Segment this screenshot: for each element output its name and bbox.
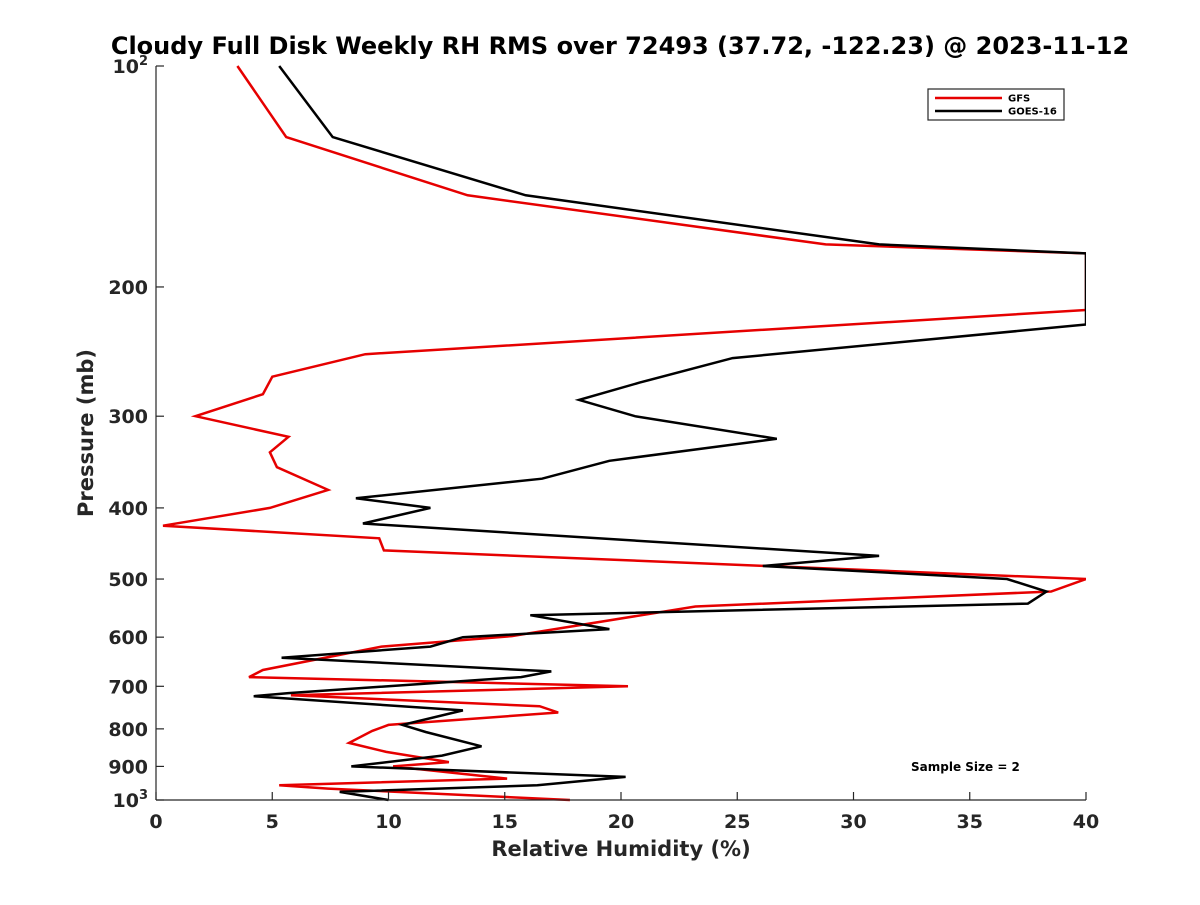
x-tick-label: 40	[1073, 811, 1099, 833]
plot-lines	[162, 65, 1086, 802]
y-tick-label: 200	[108, 277, 148, 299]
legend-label-goes-16: GOES-16	[1008, 107, 1057, 118]
y-tick-label: 700	[108, 676, 148, 698]
y-tick-label: 103	[113, 788, 149, 812]
x-tick-label: 15	[492, 811, 518, 833]
y-axis-ticks: 102 200 300 400 500 600 700 800 900 103	[108, 54, 164, 812]
chart-title: Cloudy Full Disk Weekly RH RMS over 7249…	[111, 32, 1129, 60]
legend-label-gfs: GFS	[1008, 94, 1030, 105]
x-tick-label: 30	[840, 811, 866, 833]
x-tick-label: 25	[724, 811, 750, 833]
y-tick-label: 300	[108, 406, 148, 428]
y-tick-label: 900	[108, 756, 148, 778]
y-tick-label: 500	[108, 569, 148, 591]
series-line-goes-16	[253, 65, 1086, 802]
y-tick-label: 600	[108, 627, 148, 649]
x-tick-label: 20	[608, 811, 634, 833]
x-axis-label: Relative Humidity (%)	[491, 837, 750, 861]
x-tick-label: 35	[957, 811, 983, 833]
legend-box	[927, 88, 1065, 121]
y-tick-label: 400	[108, 498, 148, 520]
x-tick-label: 0	[149, 811, 162, 833]
sample-size-annotation: Sample Size = 2	[911, 760, 1020, 774]
x-tick-label: 5	[266, 811, 279, 833]
y-tick-label: 102	[113, 54, 149, 78]
legend: GFS GOES-16	[927, 88, 1065, 121]
x-tick-label: 10	[375, 811, 401, 833]
y-tick-label: 800	[108, 719, 148, 741]
y-axis-label: Pressure (mb)	[74, 349, 98, 517]
series-line-gfs	[162, 65, 1086, 802]
x-axis-ticks: 0 5 10 15 20 25 30 35 40	[149, 792, 1099, 833]
